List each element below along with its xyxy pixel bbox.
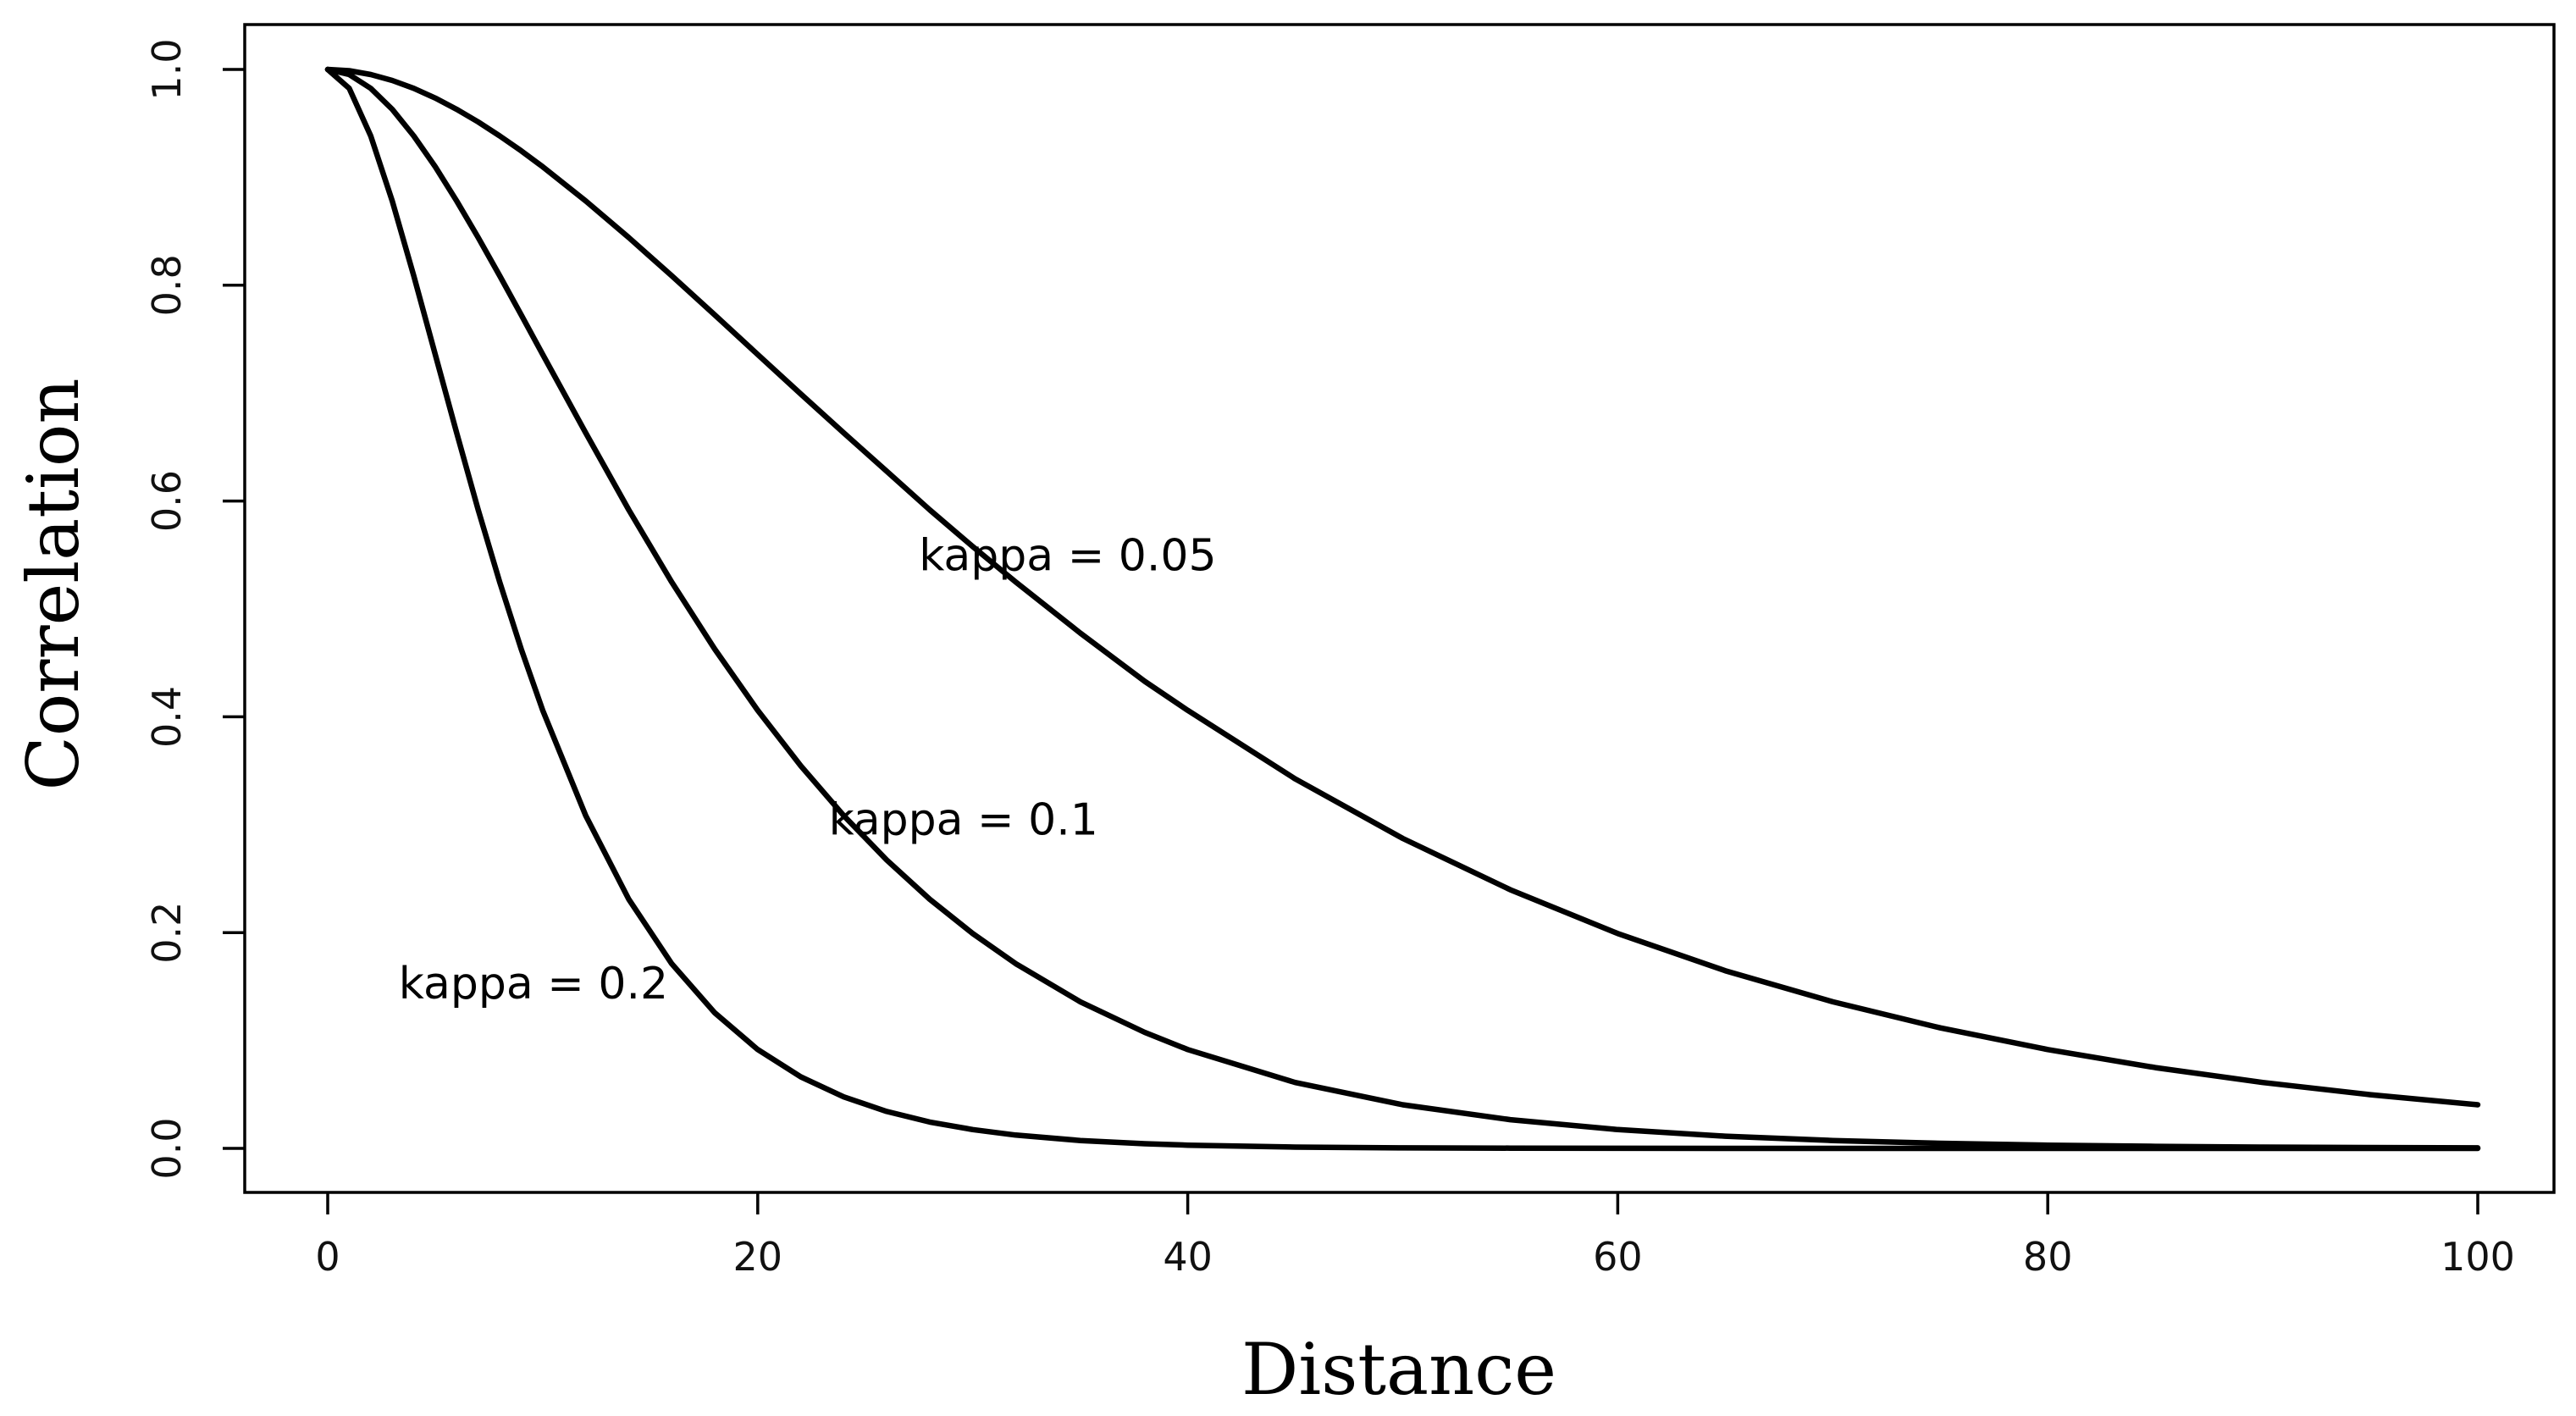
y-axis: 0.0 0.2 0.4 0.6 0.8 1.0 — [144, 38, 245, 1180]
y-tick-label: 0.2 — [144, 902, 190, 964]
series-label-3: kappa = 0.2 — [399, 959, 668, 1009]
x-tick-label: 0 — [315, 1234, 340, 1280]
x-axis-title: Distance — [1241, 1328, 1556, 1411]
x-tick-label: 20 — [733, 1234, 783, 1280]
y-tick-label: 0.8 — [144, 254, 190, 316]
series-label-1: kappa = 0.05 — [919, 530, 1216, 581]
series-line-1 — [324, 66, 2481, 1108]
series-line-2 — [324, 66, 2481, 1151]
annotation-group: kappa = 0.05 kappa = 0.1 kappa = 0.2 — [399, 530, 1217, 1009]
y-axis-title: Correlation — [12, 378, 95, 790]
y-tick-label: 0.4 — [144, 686, 190, 748]
x-axis: 0 20 40 60 80 100 — [315, 1192, 2515, 1280]
y-tick-label: 1.0 — [144, 38, 190, 100]
series-label-2: kappa = 0.1 — [829, 794, 1098, 845]
series-line-3 — [324, 66, 2481, 1152]
y-tick-label: 0.6 — [144, 470, 190, 532]
x-tick-label: 40 — [1163, 1234, 1213, 1280]
x-tick-label: 100 — [2441, 1234, 2515, 1280]
y-tick-label: 0.0 — [144, 1117, 190, 1179]
x-tick-label: 80 — [2023, 1234, 2073, 1280]
series-group — [324, 66, 2481, 1152]
plot-frame — [243, 23, 2556, 1194]
x-tick-label: 60 — [1593, 1234, 1643, 1280]
